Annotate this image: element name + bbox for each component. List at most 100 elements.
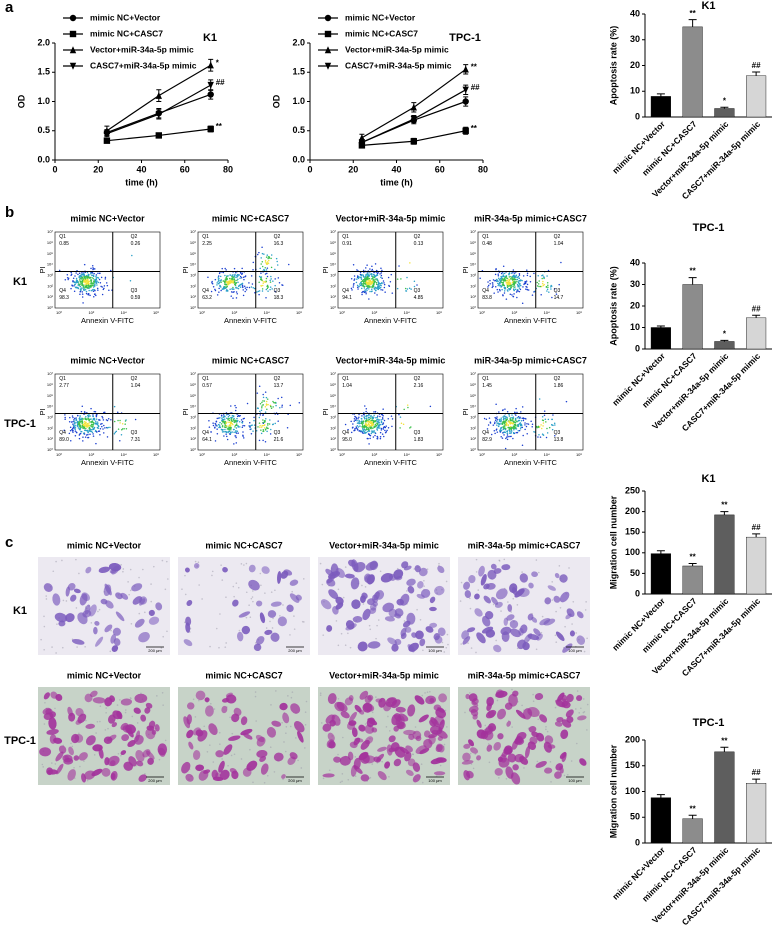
y-tick-label: 10⁵	[47, 393, 53, 398]
flow-event	[85, 292, 88, 295]
flow-event	[553, 288, 556, 290]
data-point	[410, 138, 417, 145]
membrane-pore	[423, 579, 425, 582]
flow-event	[256, 253, 259, 256]
flow-event	[382, 423, 384, 425]
flow-event	[506, 432, 509, 435]
flow-event	[380, 420, 383, 423]
flow-event	[92, 288, 94, 291]
data-point	[462, 127, 469, 134]
cell	[237, 631, 244, 642]
membrane-pore	[459, 600, 462, 602]
membrane-pore	[227, 764, 229, 767]
membrane-pore	[291, 691, 294, 693]
flow-event	[231, 414, 234, 417]
membrane-pore	[291, 590, 294, 593]
flow-event	[265, 404, 268, 406]
flow-event	[360, 287, 363, 290]
cell	[461, 760, 474, 765]
y-tick-label: 200	[625, 734, 640, 744]
flow-event	[492, 285, 494, 288]
flow-event	[365, 288, 368, 290]
flow-event	[503, 277, 506, 279]
flow-event	[382, 280, 385, 282]
flow-event	[550, 285, 553, 287]
membrane-pore	[233, 753, 236, 756]
flow-event	[550, 288, 552, 290]
membrane-pore	[580, 707, 582, 710]
membrane-pore	[419, 619, 422, 621]
flow-event	[235, 423, 238, 425]
flow-event	[512, 431, 515, 434]
scale-bar-label: 100 μm	[428, 648, 442, 653]
flow-event	[84, 281, 87, 283]
flow-event	[63, 429, 65, 432]
flow-event	[250, 286, 253, 288]
flow-event	[232, 423, 234, 426]
cell	[267, 610, 277, 618]
flow-event	[366, 289, 368, 292]
y-tick-label: 10³	[190, 272, 196, 277]
flow-event	[516, 288, 519, 291]
data-point	[410, 115, 417, 123]
cell	[554, 771, 562, 779]
flow-event	[509, 435, 511, 438]
flow-event	[88, 424, 90, 427]
cell	[111, 565, 120, 575]
flow-event	[517, 424, 520, 426]
flow-event	[85, 423, 88, 425]
flow-event	[267, 403, 269, 406]
quadrant-value: 1.04	[342, 383, 352, 389]
flow-event	[100, 276, 103, 279]
flow-event	[376, 420, 379, 423]
flow-event	[83, 281, 85, 283]
flow-event	[510, 435, 512, 438]
membrane-pore	[290, 696, 293, 699]
flow-event	[516, 411, 518, 414]
flow-event	[381, 289, 384, 291]
flow-event	[82, 440, 84, 442]
data-point	[207, 125, 214, 133]
flow-event	[363, 287, 366, 289]
flow-event	[517, 281, 520, 283]
flow-event	[366, 420, 369, 423]
flow-event	[266, 287, 269, 290]
flow-event	[356, 419, 358, 422]
y-axis-label: OD	[16, 94, 26, 108]
y-tick-label: 0	[635, 111, 640, 121]
flow-event	[82, 427, 84, 429]
membrane-pore	[566, 774, 569, 776]
membrane-pore	[201, 598, 203, 600]
flow-event	[379, 415, 381, 418]
flow-event	[249, 422, 251, 424]
flow-event	[520, 284, 522, 287]
quadrant-name: Q3	[274, 288, 281, 294]
flow-event	[75, 272, 77, 274]
flow-event	[356, 286, 359, 289]
flow-event	[384, 291, 386, 293]
cell	[145, 702, 153, 709]
y-tick-label: 10¹	[470, 294, 476, 299]
flow-event	[370, 417, 372, 419]
flow-event	[232, 276, 234, 278]
flow-event	[376, 428, 378, 430]
flow-event	[92, 435, 95, 437]
cell	[464, 590, 472, 599]
y-axis-label: Apoptosis rate (%)	[608, 266, 618, 346]
flow-event	[236, 430, 239, 433]
bar	[714, 108, 735, 118]
flow-event	[84, 436, 87, 438]
flow-event	[545, 421, 547, 423]
flow-event	[382, 418, 384, 420]
flow-event	[263, 253, 265, 255]
cell	[133, 707, 141, 714]
flow-event	[251, 283, 254, 285]
membrane-pore	[445, 580, 448, 583]
membrane-pore	[495, 639, 497, 642]
flow-event	[101, 422, 103, 425]
flow-event	[234, 282, 237, 285]
membrane-pore	[416, 608, 418, 611]
quadrant-value: 89.0	[59, 437, 69, 443]
flow-event	[80, 287, 83, 289]
membrane-pore	[582, 711, 585, 714]
